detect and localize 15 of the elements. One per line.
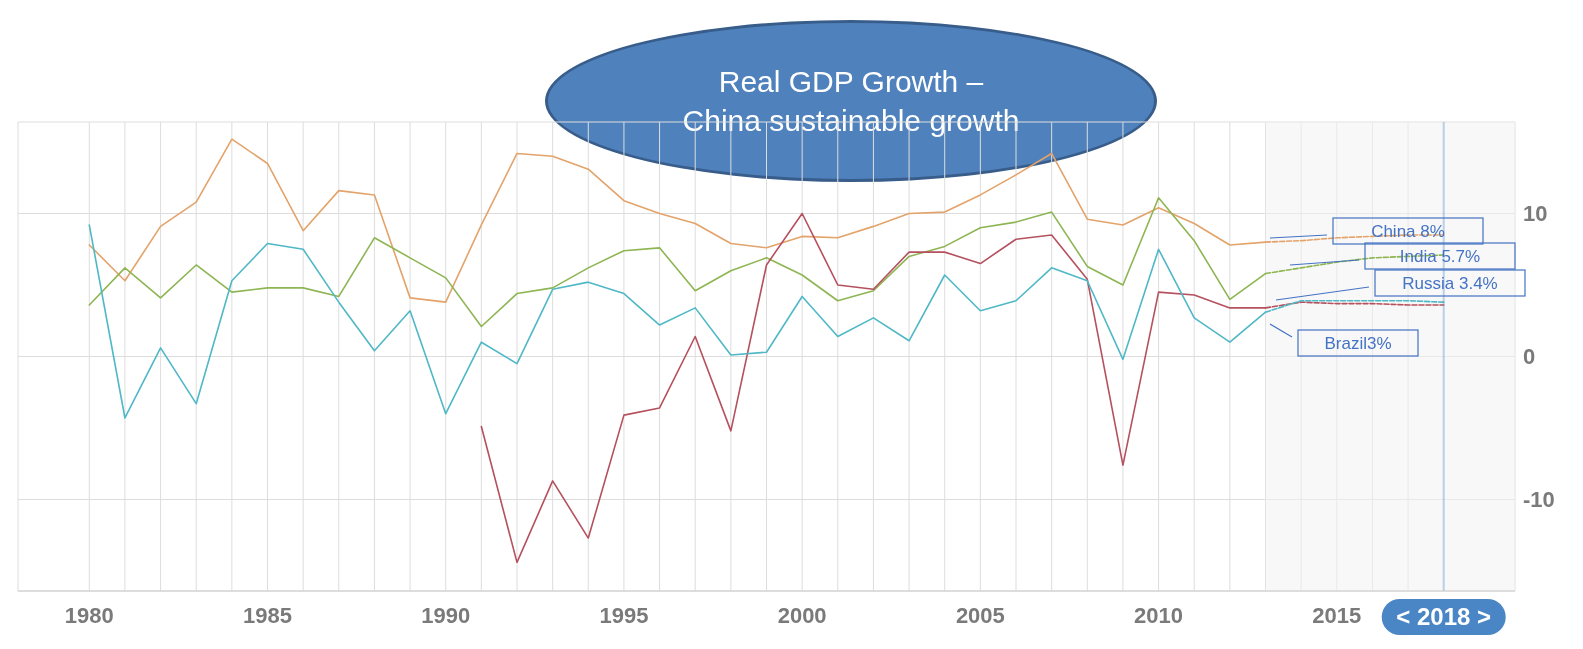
annotation: Russia 3.4%	[1402, 274, 1498, 293]
y-tick-label: 10	[1523, 201, 1548, 227]
y-tick-label: 0	[1523, 344, 1536, 370]
x-tick-label: 1995	[599, 602, 649, 628]
x-tick-label: 1985	[243, 602, 292, 628]
annotation: Brazil3%	[1324, 334, 1392, 353]
chart-title: Real GDP Growth – China sustainable growth	[682, 64, 1020, 139]
x-tick-label: 1980	[64, 602, 114, 628]
x-tick-label: 2010	[1134, 602, 1184, 628]
ref-line-label: < 2018 >	[1396, 603, 1492, 630]
y-tick-label: -10	[1523, 487, 1555, 513]
x-tick-label: 1990	[421, 602, 471, 628]
x-tick-label: 2015	[1312, 602, 1362, 628]
x-tick-label: 2000	[777, 602, 827, 628]
x-tick-label: 2005	[955, 602, 1005, 628]
